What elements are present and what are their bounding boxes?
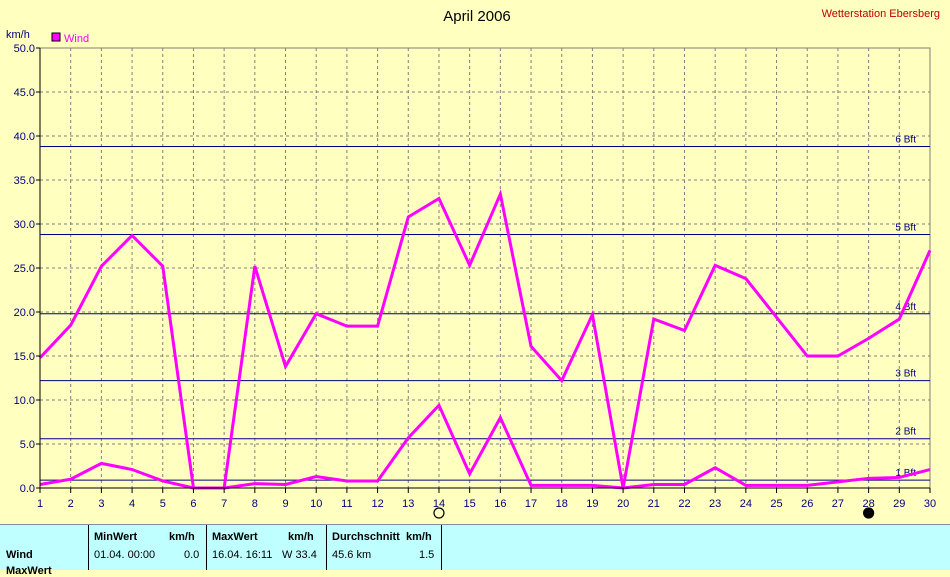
x-tick-label: 28 xyxy=(862,498,874,510)
x-tick-label: 13 xyxy=(402,498,414,510)
y-tick-label: 25.0 xyxy=(14,263,35,275)
max-value: W 33.4 xyxy=(282,549,317,561)
x-tick-label: 18 xyxy=(556,498,568,510)
x-tick-label: 23 xyxy=(709,498,721,510)
y-tick-label: 0.0 xyxy=(20,483,35,495)
beaufort-label: 5 Bft xyxy=(895,223,916,234)
moon-markers xyxy=(433,507,875,519)
series-lines xyxy=(38,189,932,490)
x-tick-label: 17 xyxy=(525,498,537,510)
avg-distance: 45.6 km xyxy=(332,549,372,561)
x-tick-label: 29 xyxy=(893,498,905,510)
x-tick-label: 15 xyxy=(464,498,476,510)
x-tick-label: 6 xyxy=(190,498,196,510)
x-tick-label: 4 xyxy=(129,498,135,510)
beaufort-label: 2 Bft xyxy=(895,427,916,438)
y-tick-label: 30.0 xyxy=(14,219,35,231)
x-tick-label: 8 xyxy=(252,498,258,510)
y-tick-label: 40.0 xyxy=(14,131,35,143)
legend: Wind xyxy=(51,32,89,45)
x-tick-label: 25 xyxy=(770,498,782,510)
table-divider xyxy=(88,525,89,570)
legend-label-wind: Wind xyxy=(64,33,89,45)
x-tick-label: 7 xyxy=(221,498,227,510)
y-axis-unit: km/h xyxy=(6,29,30,41)
x-tick-label: 24 xyxy=(740,498,752,510)
header-max-unit: km/h xyxy=(288,531,314,543)
legend-swatch-wind xyxy=(51,32,61,42)
x-tick-label: 21 xyxy=(648,498,660,510)
x-tick-label: 12 xyxy=(371,498,383,510)
series-line xyxy=(39,402,931,490)
beaufort-label: 6 Bft xyxy=(895,135,916,146)
table-divider xyxy=(326,525,327,570)
header-min: MinWert xyxy=(94,531,138,543)
new-moon-icon xyxy=(863,507,875,519)
x-tick-label: 9 xyxy=(282,498,288,510)
grid xyxy=(40,48,930,488)
x-tick-label: 19 xyxy=(586,498,598,510)
x-tick-label: 20 xyxy=(617,498,629,510)
station-name: Wetterstation Ebersberg xyxy=(822,8,940,20)
beaufort-label: 3 Bft xyxy=(895,369,916,380)
x-tick-label: 5 xyxy=(160,498,166,510)
row-label-partial: MaxWert xyxy=(6,565,52,577)
y-tick-label: 10.0 xyxy=(14,395,35,407)
x-tick-label: 16 xyxy=(494,498,506,510)
max-time: 16.04. 16:11 xyxy=(212,549,273,561)
x-tick-label: 2 xyxy=(68,498,74,510)
y-tick-label: 5.0 xyxy=(20,439,35,451)
full-moon-icon xyxy=(433,507,445,519)
wind-chart: April 2006 Wetterstation Ebersberg km/h … xyxy=(6,8,940,519)
chart-title: April 2006 xyxy=(443,8,511,25)
x-tick-label: 1 xyxy=(37,498,43,510)
y-tick-label: 15.0 xyxy=(14,351,35,363)
row-label-wind: Wind xyxy=(6,549,33,561)
y-tick-label: 50.0 xyxy=(14,43,35,55)
header-max: MaxWert xyxy=(212,531,258,543)
x-tick-label: 3 xyxy=(98,498,104,510)
min-value: 0.0 xyxy=(184,549,200,561)
table-divider xyxy=(441,525,442,570)
header-avg-unit: km/h xyxy=(406,531,432,543)
x-tick-label: 27 xyxy=(832,498,844,510)
beaufort-label: 1 Bft xyxy=(895,468,916,479)
y-tick-label: 45.0 xyxy=(14,87,35,99)
x-tick-label: 22 xyxy=(678,498,690,510)
x-tick-label: 14 xyxy=(433,498,445,510)
x-tick-label: 30 xyxy=(924,498,936,510)
table-divider xyxy=(206,525,207,570)
x-tick-label: 10 xyxy=(310,498,322,510)
y-tick-label: 35.0 xyxy=(14,175,35,187)
header-avg: Durchschnitt xyxy=(332,531,400,543)
x-tick-label: 11 xyxy=(341,498,352,510)
min-time: 01.04. 00:00 xyxy=(94,549,156,561)
header-min-unit: km/h xyxy=(169,531,195,543)
axes: 0.0 5.0 10.0 15.0 20.0 25.0 30.0 35.0 40.0 45.0 50… xyxy=(14,43,937,510)
series-line xyxy=(38,189,932,490)
y-tick-label: 20.0 xyxy=(14,307,35,319)
avg-value: 1.5 xyxy=(419,549,435,561)
stats-table: MinWert km/h MaxWert km/h Durchschnitt k… xyxy=(0,524,950,577)
x-tick-label: 26 xyxy=(801,498,813,510)
